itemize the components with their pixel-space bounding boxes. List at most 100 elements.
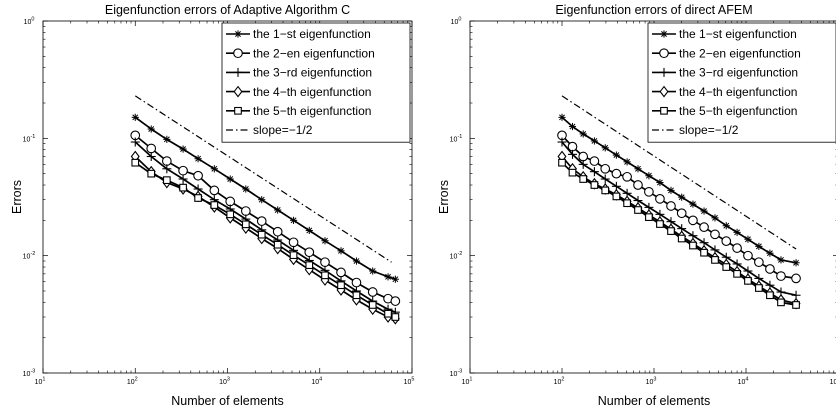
legend-marker	[659, 85, 669, 98]
x-axis-label: Number of elements	[171, 394, 284, 408]
x-tick-base: 10	[738, 379, 746, 386]
data-point	[676, 208, 687, 219]
series-1	[558, 113, 800, 267]
data-point	[321, 237, 329, 245]
legend-marker	[233, 85, 243, 98]
data-point	[611, 168, 622, 179]
data-point	[754, 257, 764, 268]
data-point	[792, 259, 800, 267]
data-point	[367, 287, 378, 297]
series-6	[561, 95, 797, 250]
y-tick-base: 10	[450, 254, 458, 261]
data-point	[179, 145, 187, 153]
data-point	[209, 185, 220, 196]
y-tick-label: 10-2	[450, 251, 463, 261]
chart-1: 101 102 103 104 10510-310-210-1100Eigenfunct…	[10, 3, 414, 408]
data-point	[352, 257, 361, 265]
legend-label: slope=−1/2	[253, 123, 313, 137]
legend-label: the 4−th eigenfunction	[253, 85, 371, 99]
data-point	[131, 158, 140, 167]
data-point	[162, 164, 172, 174]
data-point	[634, 165, 642, 173]
data-point	[634, 206, 642, 214]
data-point	[257, 230, 266, 239]
data-point	[193, 170, 203, 181]
chart-title: Eigenfunction errors of Adaptive Algorit…	[105, 3, 350, 17]
data-point	[722, 263, 731, 271]
legend-marker	[660, 106, 668, 115]
data-point	[146, 143, 157, 154]
legend-marker	[233, 48, 243, 59]
data-point	[305, 226, 313, 235]
x-tick-exponent: 3	[653, 377, 656, 383]
data-point	[589, 167, 599, 177]
data-point	[147, 169, 156, 178]
data-point	[305, 261, 314, 270]
y-tick-base: 10	[23, 136, 31, 143]
data-point	[744, 277, 752, 285]
data-point	[258, 196, 266, 204]
data-point	[568, 122, 577, 131]
data-point	[590, 181, 599, 189]
data-point	[612, 192, 621, 201]
series-line	[561, 95, 797, 250]
legend-marker	[233, 67, 243, 77]
data-point	[766, 291, 774, 300]
data-point	[225, 196, 236, 207]
y-tick-base: 10	[450, 136, 458, 143]
y-tick-exponent: -3	[457, 369, 462, 375]
legend-marker	[234, 30, 242, 38]
data-point	[777, 256, 785, 264]
data-point	[600, 174, 610, 184]
y-tick-base: 10	[23, 371, 31, 378]
y-tick-base: 10	[24, 19, 32, 26]
data-point	[699, 222, 709, 233]
series-line	[561, 141, 797, 297]
y-tick-exponent: -1	[457, 134, 462, 140]
data-point	[733, 269, 741, 278]
x-tick-label: 104	[738, 377, 749, 387]
data-point	[337, 247, 345, 255]
x-tick-base: 10	[311, 379, 319, 386]
x-tick-base: 10	[554, 379, 562, 386]
data-point	[274, 206, 282, 214]
data-point	[558, 113, 566, 121]
data-point	[179, 183, 187, 192]
series-3	[130, 137, 400, 317]
y-tick-exponent: -3	[30, 369, 35, 375]
data-point	[567, 149, 577, 159]
data-point	[194, 194, 202, 202]
data-point	[677, 234, 686, 243]
x-tick-label: 103	[646, 377, 657, 387]
data-point	[601, 186, 610, 195]
data-point	[612, 151, 620, 159]
data-point	[733, 228, 741, 236]
data-point	[336, 267, 346, 278]
data-point	[161, 156, 172, 166]
y-axis-label: Errors	[437, 180, 451, 214]
x-tick-exponent: 2	[561, 377, 564, 383]
data-point	[644, 186, 654, 197]
data-point	[368, 301, 377, 309]
x-tick-label: 104	[311, 377, 322, 387]
y-tick-base: 10	[451, 19, 459, 26]
data-point	[755, 284, 763, 292]
x-tick-base: 10	[830, 379, 836, 386]
data-point	[623, 199, 631, 208]
y-tick-base: 10	[23, 254, 31, 261]
data-point	[272, 226, 283, 237]
data-point	[289, 216, 298, 224]
legend-label: slope=−1/2	[679, 123, 739, 137]
y-tick-exponent: -2	[457, 251, 462, 257]
x-tick-label: 103	[219, 377, 230, 387]
data-point	[578, 159, 588, 169]
data-point	[722, 222, 730, 230]
legend-label: the 3−rd eigenfunction	[679, 66, 798, 80]
data-point	[656, 220, 664, 228]
legend-box	[647, 22, 836, 143]
x-tick-base: 10	[219, 379, 227, 386]
data-point	[351, 277, 362, 288]
data-point	[369, 267, 377, 275]
data-point	[390, 296, 401, 306]
y-axis-label: Errors	[10, 180, 24, 214]
